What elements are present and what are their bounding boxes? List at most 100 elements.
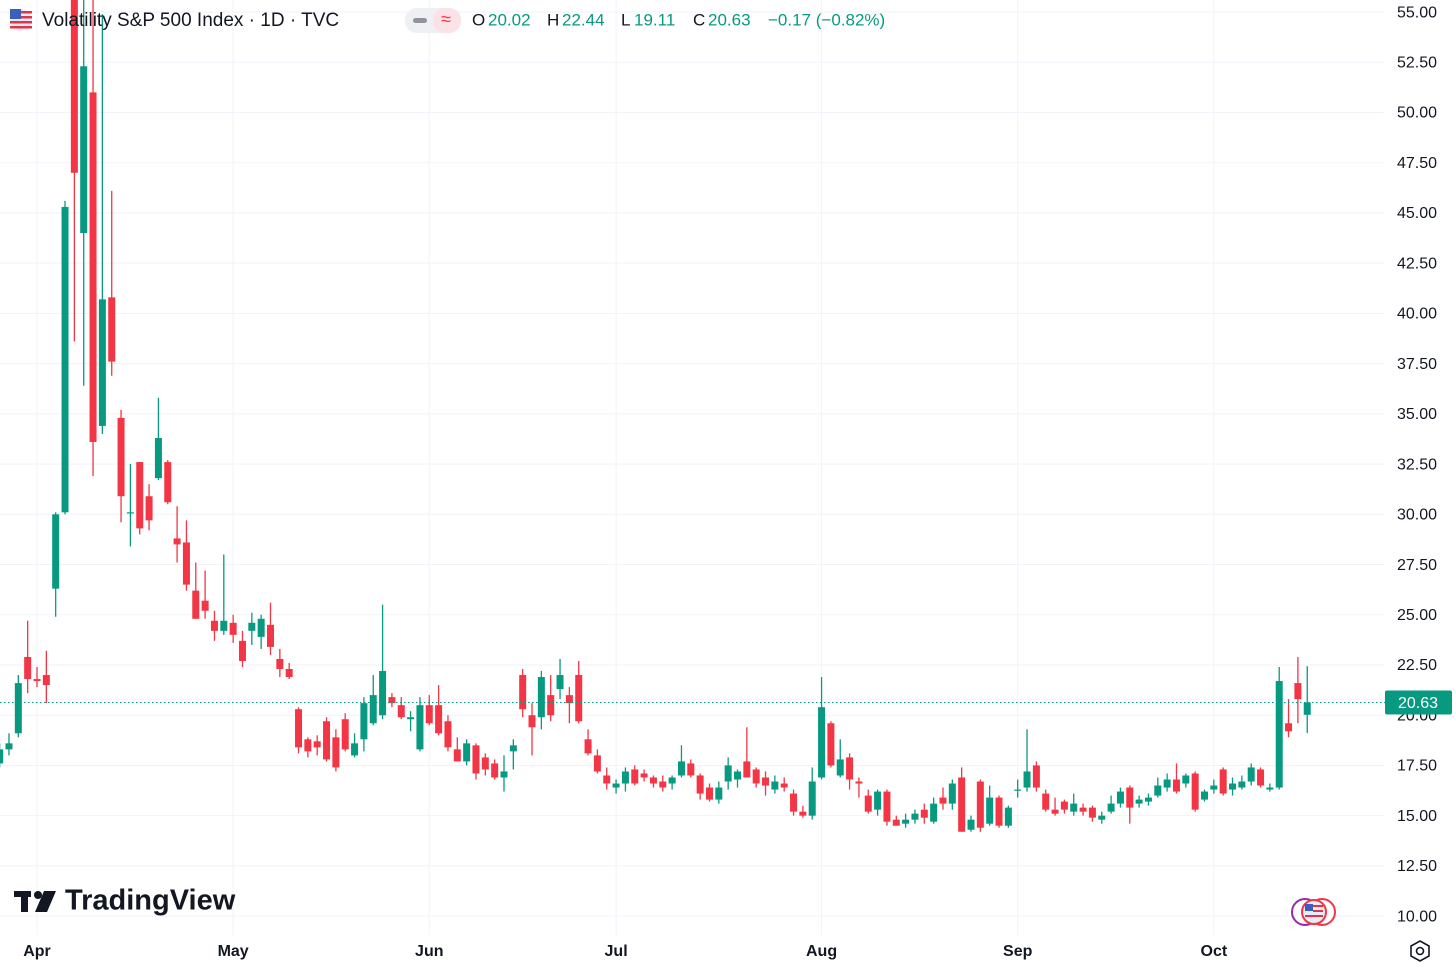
candle-body: [472, 745, 480, 774]
candle-body: [575, 675, 583, 722]
candle-body: [509, 745, 517, 752]
settings-icon[interactable]: [1410, 940, 1430, 962]
candle-body: [874, 791, 882, 810]
candle-body: [687, 763, 695, 776]
candle-body: [1126, 787, 1134, 808]
candle-body: [70, 0, 78, 173]
ohlc-label: L: [621, 10, 630, 29]
x-tick-label: Aug: [806, 943, 837, 960]
candle-body: [612, 783, 620, 788]
candle-body: [995, 797, 1003, 826]
candle-body: [61, 206, 69, 513]
candle-body: [1266, 787, 1274, 790]
ohlc-value: 20.63: [708, 10, 751, 29]
candle-body: [14, 683, 22, 734]
candle-body: [332, 737, 340, 768]
candle-body: [967, 819, 975, 830]
y-tick-label: 22.50: [1397, 657, 1437, 674]
y-tick-label: 12.50: [1397, 858, 1437, 875]
candle-body: [267, 624, 274, 647]
y-tick-label: 55.00: [1397, 4, 1437, 21]
candle-body: [1163, 779, 1171, 788]
candle-body: [677, 761, 685, 776]
candle-body: [565, 695, 573, 704]
candle-body: [5, 743, 13, 750]
candle-body: [491, 763, 499, 778]
flag-stripe: [10, 21, 32, 24]
candle-body: [930, 803, 938, 822]
candle-body: [705, 787, 713, 800]
candle-body: [519, 675, 527, 710]
candle-body: [1004, 807, 1012, 826]
y-tick-label: 35.00: [1397, 406, 1437, 423]
candle-body: [621, 771, 629, 784]
candle-body: [547, 695, 555, 716]
ohlc-value: 19.11: [634, 10, 675, 29]
candle-body: [1088, 807, 1096, 818]
candle-body: [481, 757, 489, 770]
candle-body: [855, 781, 863, 784]
candle-body: [313, 741, 321, 748]
candle-body: [780, 783, 788, 788]
candle-body: [24, 656, 32, 680]
candle-body: [33, 679, 41, 682]
candle-body: [1275, 681, 1283, 788]
flag-stripe: [21, 11, 32, 14]
candle-body: [799, 811, 807, 816]
candle-body: [351, 743, 359, 756]
x-tick-label: Jun: [415, 943, 443, 960]
candle-body: [836, 759, 844, 776]
last-price-box: [1385, 690, 1452, 715]
ohlc-label: C: [693, 10, 705, 29]
candle-body: [388, 697, 396, 704]
candle-body: [537, 677, 545, 718]
candle-body: [1014, 789, 1022, 791]
flag-stripe: [1305, 915, 1323, 917]
candle-body: [920, 809, 928, 818]
candle-body: [911, 813, 919, 820]
candle-body: [80, 66, 88, 234]
status-approx: ≈: [441, 9, 451, 29]
candle-body: [369, 695, 377, 724]
y-tick-label: 37.50: [1397, 356, 1437, 373]
candle-body: [220, 620, 228, 631]
candle-body: [528, 715, 536, 728]
candle-body: [1201, 791, 1208, 800]
candle-body: [743, 761, 751, 778]
candle-body: [136, 462, 144, 529]
candle-body: [827, 723, 835, 766]
logo-part: [21, 891, 28, 912]
x-tick-label: Sep: [1003, 943, 1033, 960]
candle-body: [1116, 791, 1124, 804]
candle-body: [1294, 683, 1302, 700]
candle-body: [1154, 785, 1162, 796]
y-tick-label: 42.50: [1397, 255, 1437, 272]
flag-stripe: [1313, 910, 1323, 912]
candle-body: [1079, 807, 1087, 812]
status-pill-alert[interactable]: [433, 8, 461, 33]
candle-body: [1070, 803, 1078, 812]
candle-body: [1210, 785, 1218, 790]
candle-body: [1191, 773, 1199, 810]
candle-body: [425, 705, 433, 724]
candle-body: [341, 719, 349, 750]
candle-body: [771, 781, 779, 790]
candle-body: [379, 671, 387, 716]
candle-body: [117, 417, 125, 497]
logo-part: [34, 891, 42, 899]
candle-body: [295, 709, 303, 748]
logo-part: [35, 891, 56, 912]
candle-body: [892, 819, 900, 826]
y-tick-label: 10.00: [1397, 908, 1437, 925]
flag-stripe: [10, 26, 32, 29]
y-tick-label: 32.50: [1397, 456, 1437, 473]
candle-body: [696, 775, 704, 794]
y-tick-label: 17.50: [1397, 758, 1437, 775]
candle-body: [1285, 723, 1293, 732]
candle-body: [902, 819, 910, 824]
candle-body: [715, 787, 723, 800]
chart-title: Volatility S&P 500 Index · 1D · TVC: [42, 10, 339, 31]
candle-body: [0, 749, 4, 764]
candle-body: [818, 707, 826, 778]
